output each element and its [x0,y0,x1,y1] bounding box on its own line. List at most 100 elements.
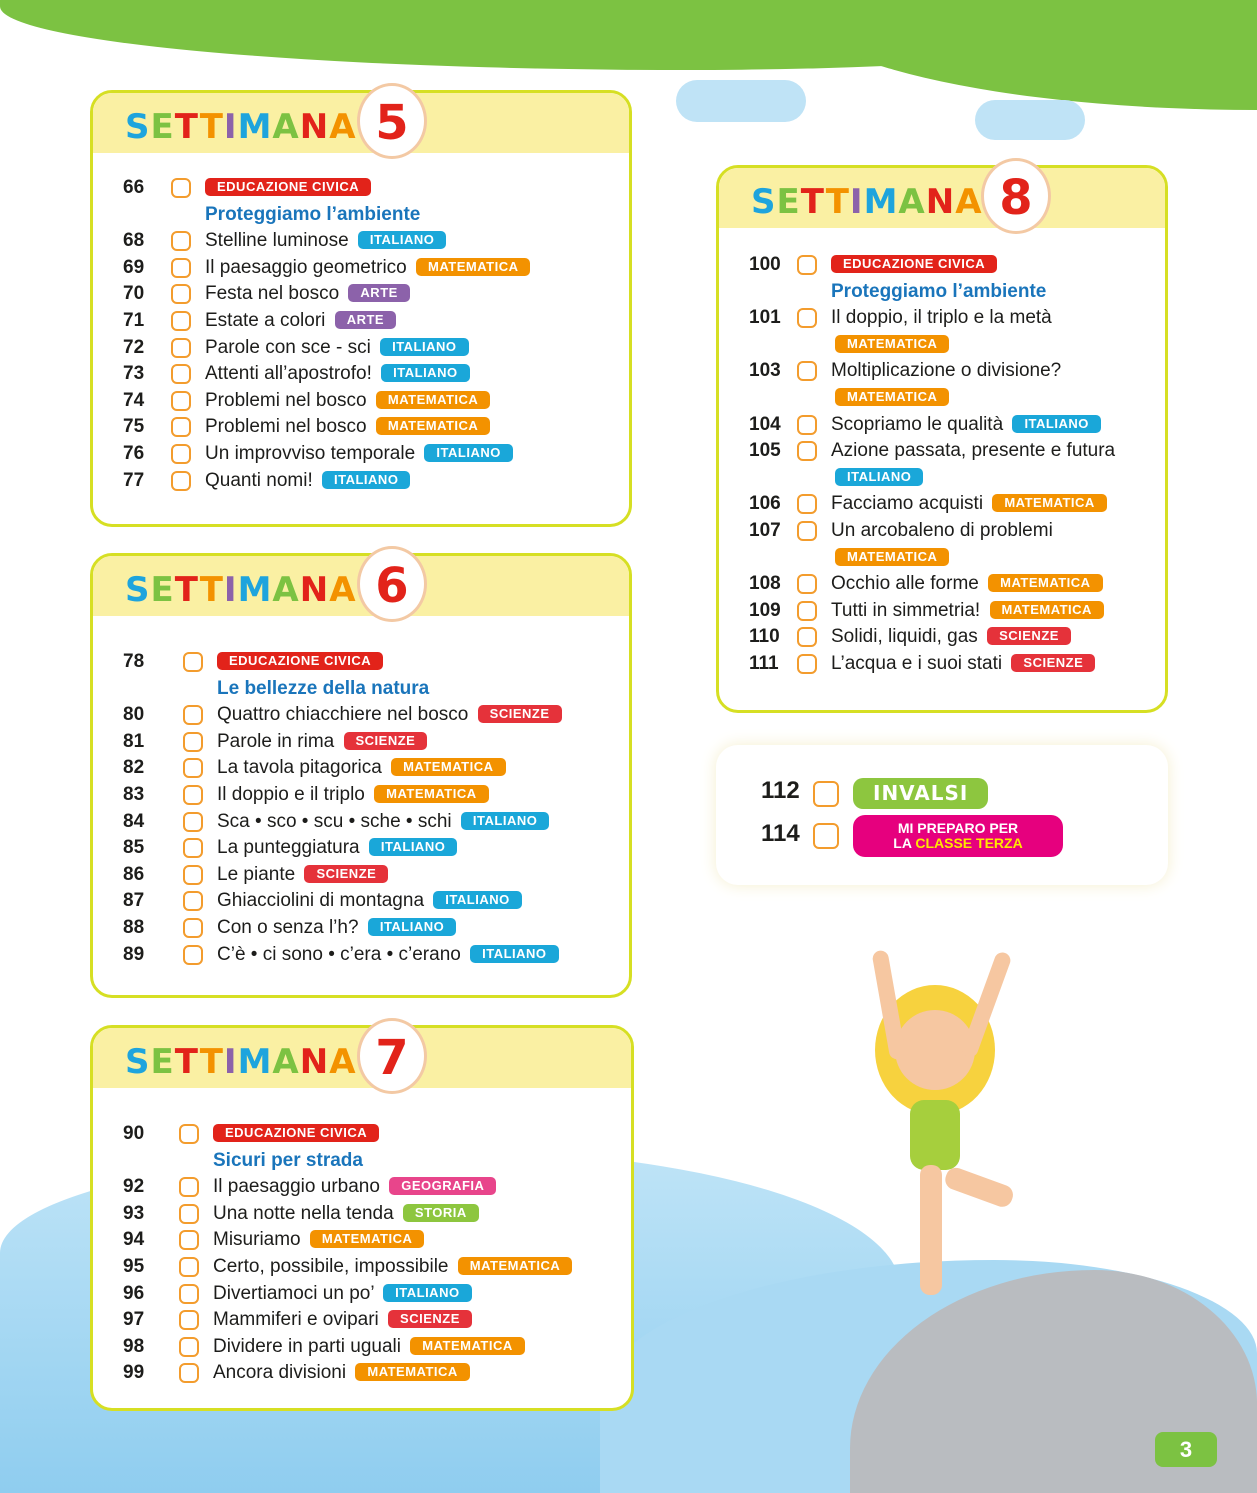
list-item[interactable]: 73 Attenti all’apostrofo! ITALIANO [123,361,530,388]
item-text: Attenti all’apostrofo! ITALIANO [205,361,530,388]
checkbox[interactable] [171,310,191,331]
checkbox[interactable] [171,231,191,252]
checkbox[interactable] [183,705,203,726]
list-item[interactable]: 81 Parole in rima SCIENZE [123,729,562,756]
checkbox[interactable] [183,811,203,832]
checkbox[interactable] [179,1283,199,1304]
list-item[interactable]: 66 EDUCAZIONE CIVICA [123,175,530,202]
list-item[interactable]: 110 Solidi, liquidi, gas SCIENZE [749,624,1131,651]
list-item[interactable]: 71 Estate a colori ARTE [123,308,530,335]
checkbox[interactable] [797,361,817,382]
checkbox[interactable] [183,864,203,885]
list-item[interactable]: 86 Le piante SCIENZE [123,862,562,889]
checkbox[interactable] [183,891,203,912]
list-item[interactable]: 100 EDUCAZIONE CIVICA [749,252,1131,279]
list-item[interactable]: 68 Stelline luminose ITALIANO [123,228,530,255]
checkbox[interactable] [797,627,817,648]
list-item[interactable]: 88 Con o senza l’h? ITALIANO [123,915,562,942]
list-item[interactable]: 76 Un improvviso temporale ITALIANO [123,441,530,468]
checkbox[interactable] [171,443,191,464]
checkbox[interactable] [171,257,191,278]
list-item[interactable]: 112 INVALSI [761,777,989,809]
week-items-list: 78 EDUCAZIONE CIVICA Le bellezze della nat… [123,649,562,968]
checkbox[interactable] [183,917,203,938]
list-item[interactable]: Proteggiamo l’ambiente [123,202,530,229]
checkbox[interactable] [797,494,817,515]
checkbox[interactable] [171,337,191,358]
list-item[interactable]: 92 Il paesaggio urbano GEOGRAFIA [123,1174,572,1201]
checkbox[interactable] [797,574,817,595]
list-item[interactable]: 96 Divertiamoci un po’ ITALIANO [123,1281,572,1308]
checkbox[interactable] [813,823,839,849]
checkbox[interactable] [183,838,203,859]
list-item[interactable]: 69 Il paesaggio geometrico MATEMATICA [123,255,531,282]
list-item[interactable]: 82 La tavola pitagorica MATEMATICA [123,755,562,782]
checkbox[interactable] [797,600,817,621]
list-item[interactable]: 107 Un arcobaleno di problemi MATEMATICA [749,518,1131,571]
list-item[interactable]: 101 Il doppio, il triplo e la metà MATEMA… [749,305,1131,358]
list-item[interactable]: 99 Ancora divisioni MATEMATICA [123,1360,572,1387]
checkbox[interactable] [797,653,817,674]
page-number: 74 [123,389,145,411]
checkbox[interactable] [183,944,203,965]
list-item[interactable]: 94 Misuriamo MATEMATICA [123,1227,572,1254]
checkbox[interactable] [183,731,203,752]
item-text: Il doppio, il triplo e la metà MATEMATIC… [831,305,1131,358]
list-item[interactable]: Sicuri per strada [123,1148,572,1175]
list-item[interactable]: 97 Mammiferi e ovipari SCIENZE [123,1307,572,1334]
subject-badge: ITALIANO [1012,414,1101,433]
list-item[interactable]: 84 Sca • sco • scu • sche • schi ITALIANO [123,809,562,836]
list-item[interactable]: 85 La punteggiatura ITALIANO [123,835,562,862]
checkbox[interactable] [797,520,817,541]
list-item[interactable]: 77 Quanti nomi! ITALIANO [123,468,530,495]
list-item[interactable]: 104 Scopriamo le qualità ITALIANO [749,412,1131,439]
list-item[interactable]: 87 Ghiacciolini di montagna ITALIANO [123,888,562,915]
checkbox[interactable] [179,1363,199,1384]
list-item[interactable]: 109 Tutti in simmetria! MATEMATICA [749,598,1131,625]
list-item[interactable]: 74 Problemi nel bosco MATEMATICA [123,388,530,415]
list-item[interactable]: 83 Il doppio e il triplo MATEMATICA [123,782,562,809]
list-item[interactable]: 105 Azione passata, presente e futura ITA… [749,438,1131,491]
checkbox[interactable] [179,1203,199,1224]
checkbox[interactable] [171,470,191,491]
checkbox[interactable] [171,178,191,198]
list-item[interactable]: 72 Parole con sce - sci ITALIANO [123,335,530,362]
subject-badge: STORIA [402,1203,479,1222]
checkbox[interactable] [171,417,191,438]
checkbox[interactable] [797,308,817,329]
list-item[interactable]: 106 Facciamo acquisti MATEMATICA [749,491,1131,518]
subject-badge: ITALIANO [470,944,559,963]
checkbox[interactable] [179,1256,199,1277]
checkbox[interactable] [179,1310,199,1331]
list-item[interactable]: 98 Dividere in parti uguali MATEMATICA [123,1334,572,1361]
checkbox[interactable] [171,284,191,305]
page-number: 71 [123,309,145,331]
checkbox[interactable] [179,1230,199,1251]
list-item[interactable]: 93 Una notte nella tenda STORIA [123,1201,572,1228]
checkbox[interactable] [179,1124,199,1144]
checkbox[interactable] [171,390,191,411]
list-item[interactable]: Le bellezze della natura [123,676,562,703]
checkbox[interactable] [183,758,203,779]
checkbox[interactable] [179,1336,199,1357]
list-item[interactable]: 70 Festa nel bosco ARTE [123,281,530,308]
checkbox[interactable] [813,781,839,807]
list-item[interactable]: 90 EDUCAZIONE CIVICA [123,1121,572,1148]
list-item[interactable]: Proteggiamo l’ambiente [749,279,1131,306]
list-item[interactable]: 95 Certo, possibile, impossibile MATEMATI… [123,1254,573,1281]
list-item[interactable]: 114 MI PREPARO PER LA CLASSE TERZA [761,815,1063,857]
list-item[interactable]: 89 C’è • ci sono • c’era • c’erano ITALIA… [123,942,562,969]
list-item[interactable]: 78 EDUCAZIONE CIVICA [123,649,562,676]
checkbox[interactable] [797,441,817,462]
checkbox[interactable] [179,1177,199,1198]
checkbox[interactable] [797,414,817,435]
list-item[interactable]: 108 Occhio alle forme MATEMATICA [749,571,1131,598]
list-item[interactable]: 103 Moltiplicazione o divisione? MATEMATI… [749,358,1131,411]
checkbox[interactable] [183,784,203,805]
checkbox[interactable] [183,652,203,672]
checkbox[interactable] [171,364,191,385]
list-item[interactable]: 75 Problemi nel bosco MATEMATICA [123,414,530,441]
list-item[interactable]: 80 Quattro chiacchiere nel bosco SCIENZE [123,702,562,729]
list-item[interactable]: 111 L’acqua e i suoi stati SCIENZE [749,651,1131,678]
checkbox[interactable] [797,255,817,275]
